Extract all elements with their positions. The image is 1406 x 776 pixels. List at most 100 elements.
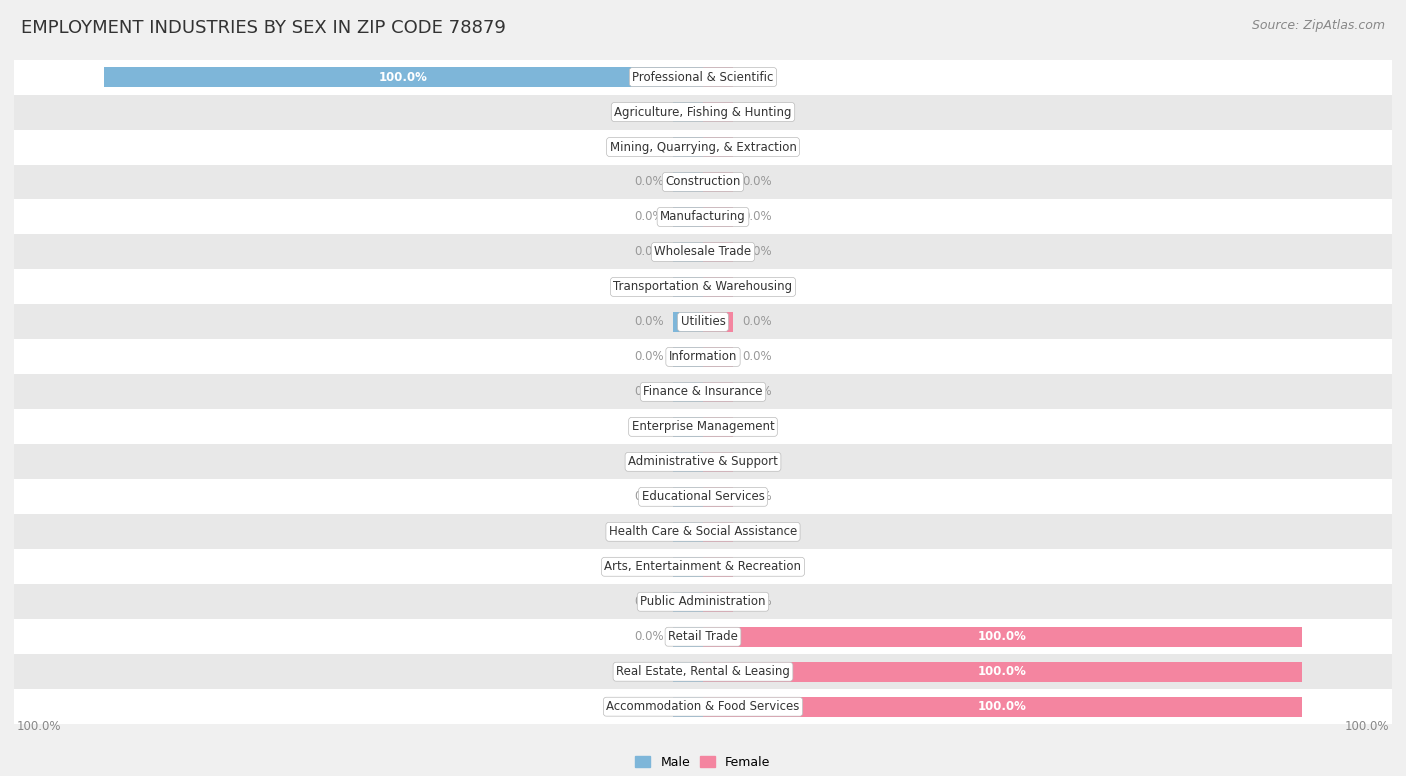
Text: Agriculture, Fishing & Hunting: Agriculture, Fishing & Hunting: [614, 106, 792, 119]
Bar: [703, 556, 733, 577]
Bar: [14, 654, 1392, 689]
Text: Wholesale Trade: Wholesale Trade: [654, 245, 752, 258]
Text: 0.0%: 0.0%: [742, 315, 772, 328]
Bar: [14, 304, 1392, 339]
Bar: [703, 171, 733, 192]
Bar: [703, 382, 733, 402]
Text: 0.0%: 0.0%: [634, 456, 664, 469]
Text: 100.0%: 100.0%: [380, 71, 427, 84]
Bar: [673, 382, 703, 402]
Text: 0.0%: 0.0%: [634, 386, 664, 398]
Bar: [673, 626, 703, 647]
Bar: [14, 584, 1392, 619]
Text: 0.0%: 0.0%: [742, 140, 772, 154]
Bar: [673, 697, 703, 717]
Bar: [14, 619, 1392, 654]
Text: Construction: Construction: [665, 175, 741, 189]
Bar: [703, 452, 733, 472]
Bar: [673, 452, 703, 472]
Text: 0.0%: 0.0%: [742, 71, 772, 84]
Bar: [14, 130, 1392, 165]
Text: Educational Services: Educational Services: [641, 490, 765, 504]
Bar: [703, 697, 1302, 717]
Bar: [14, 445, 1392, 480]
Bar: [703, 242, 733, 262]
Bar: [703, 67, 733, 87]
Text: Source: ZipAtlas.com: Source: ZipAtlas.com: [1251, 19, 1385, 33]
Bar: [14, 199, 1392, 234]
Text: 100.0%: 100.0%: [979, 700, 1026, 713]
Bar: [673, 521, 703, 542]
Text: 0.0%: 0.0%: [634, 245, 664, 258]
Text: Finance & Insurance: Finance & Insurance: [644, 386, 762, 398]
Text: Manufacturing: Manufacturing: [661, 210, 745, 223]
Text: 0.0%: 0.0%: [634, 210, 664, 223]
Bar: [673, 417, 703, 437]
Bar: [703, 137, 733, 158]
Bar: [673, 137, 703, 158]
Bar: [14, 410, 1392, 445]
Bar: [703, 312, 733, 332]
Bar: [703, 591, 733, 612]
Bar: [703, 207, 733, 227]
Bar: [703, 487, 733, 507]
Bar: [14, 480, 1392, 514]
Bar: [673, 591, 703, 612]
Text: Utilities: Utilities: [681, 315, 725, 328]
Bar: [673, 347, 703, 367]
Text: 0.0%: 0.0%: [634, 140, 664, 154]
Text: 0.0%: 0.0%: [742, 595, 772, 608]
Bar: [703, 417, 733, 437]
Text: EMPLOYMENT INDUSTRIES BY SEX IN ZIP CODE 78879: EMPLOYMENT INDUSTRIES BY SEX IN ZIP CODE…: [21, 19, 506, 37]
Text: 0.0%: 0.0%: [634, 315, 664, 328]
Bar: [14, 269, 1392, 304]
Text: Public Administration: Public Administration: [640, 595, 766, 608]
Bar: [673, 487, 703, 507]
Text: Administrative & Support: Administrative & Support: [628, 456, 778, 469]
Text: 0.0%: 0.0%: [742, 351, 772, 363]
Bar: [673, 171, 703, 192]
Text: 0.0%: 0.0%: [634, 490, 664, 504]
Text: 100.0%: 100.0%: [979, 630, 1026, 643]
Bar: [673, 662, 703, 682]
Bar: [14, 339, 1392, 374]
Text: 0.0%: 0.0%: [742, 175, 772, 189]
Text: 0.0%: 0.0%: [634, 560, 664, 573]
Bar: [673, 242, 703, 262]
Bar: [104, 67, 703, 87]
Bar: [703, 277, 733, 297]
Text: Arts, Entertainment & Recreation: Arts, Entertainment & Recreation: [605, 560, 801, 573]
Text: 0.0%: 0.0%: [742, 106, 772, 119]
Text: 0.0%: 0.0%: [742, 386, 772, 398]
Text: Mining, Quarrying, & Extraction: Mining, Quarrying, & Extraction: [610, 140, 796, 154]
Text: 0.0%: 0.0%: [742, 245, 772, 258]
Text: Enterprise Management: Enterprise Management: [631, 421, 775, 433]
Text: Professional & Scientific: Professional & Scientific: [633, 71, 773, 84]
Text: 0.0%: 0.0%: [634, 175, 664, 189]
Text: 0.0%: 0.0%: [742, 421, 772, 433]
Bar: [14, 514, 1392, 549]
Bar: [673, 277, 703, 297]
Bar: [14, 234, 1392, 269]
Legend: Male, Female: Male, Female: [630, 751, 776, 774]
Text: 0.0%: 0.0%: [634, 525, 664, 539]
Text: 0.0%: 0.0%: [634, 665, 664, 678]
Bar: [14, 60, 1392, 95]
Bar: [673, 102, 703, 122]
Bar: [673, 312, 703, 332]
Text: 0.0%: 0.0%: [634, 700, 664, 713]
Bar: [14, 374, 1392, 410]
Text: 0.0%: 0.0%: [634, 351, 664, 363]
Text: 0.0%: 0.0%: [634, 106, 664, 119]
Text: Health Care & Social Assistance: Health Care & Social Assistance: [609, 525, 797, 539]
Text: 0.0%: 0.0%: [634, 595, 664, 608]
Text: Accommodation & Food Services: Accommodation & Food Services: [606, 700, 800, 713]
Text: 0.0%: 0.0%: [742, 210, 772, 223]
Bar: [703, 626, 1302, 647]
Bar: [703, 521, 733, 542]
Bar: [703, 662, 1302, 682]
Text: 0.0%: 0.0%: [634, 421, 664, 433]
Bar: [703, 102, 733, 122]
Text: Real Estate, Rental & Leasing: Real Estate, Rental & Leasing: [616, 665, 790, 678]
Text: Transportation & Warehousing: Transportation & Warehousing: [613, 280, 793, 293]
